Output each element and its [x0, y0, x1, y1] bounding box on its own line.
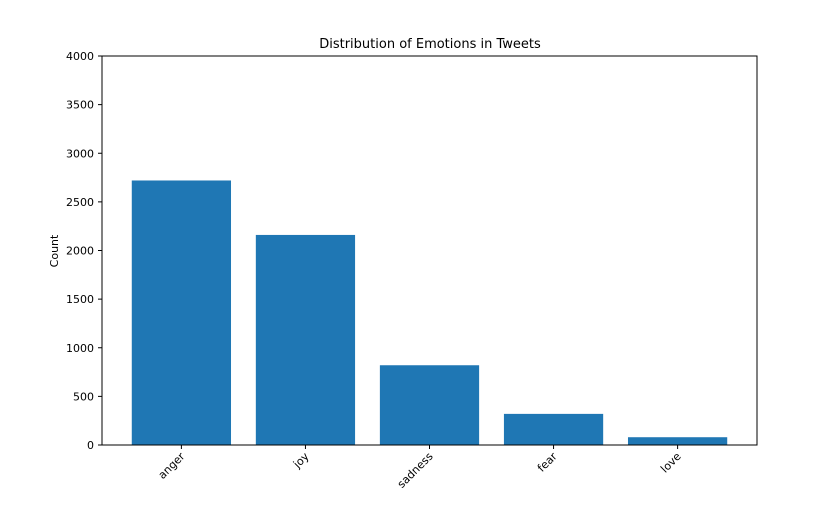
y-tick-label: 1500	[66, 293, 94, 306]
bar-love	[627, 437, 728, 445]
x-tick-label-sadness: sadness	[395, 450, 436, 491]
x-tick-label-joy: joy	[290, 450, 312, 472]
x-axis: anger joy sadness fear love	[156, 445, 684, 491]
bar-sadness	[379, 365, 480, 445]
y-axis-label: Count	[48, 234, 61, 267]
bar-anger	[131, 180, 232, 446]
y-tick-label: 500	[73, 390, 94, 403]
x-tick-label-fear: fear	[535, 450, 560, 475]
x-tick-label-anger: anger	[156, 450, 188, 482]
y-tick-label: 2500	[66, 196, 94, 209]
y-axis: 0 500 1000 1500 2000 2500 3000 3500 4000	[66, 50, 102, 452]
x-tick-label-love: love	[658, 450, 684, 476]
y-tick-label: 4000	[66, 50, 94, 63]
y-tick-label: 1000	[66, 342, 94, 355]
bar-fear	[503, 413, 604, 445]
y-tick-label: 0	[87, 439, 94, 452]
y-tick-label: 3500	[66, 99, 94, 112]
chart-title: Distribution of Emotions in Tweets	[319, 37, 541, 52]
bar-joy	[255, 234, 356, 445]
bars-group	[131, 180, 728, 446]
plot-frame	[101, 55, 758, 446]
y-tick-label: 3000	[66, 147, 94, 160]
y-tick-label: 2000	[66, 245, 94, 258]
